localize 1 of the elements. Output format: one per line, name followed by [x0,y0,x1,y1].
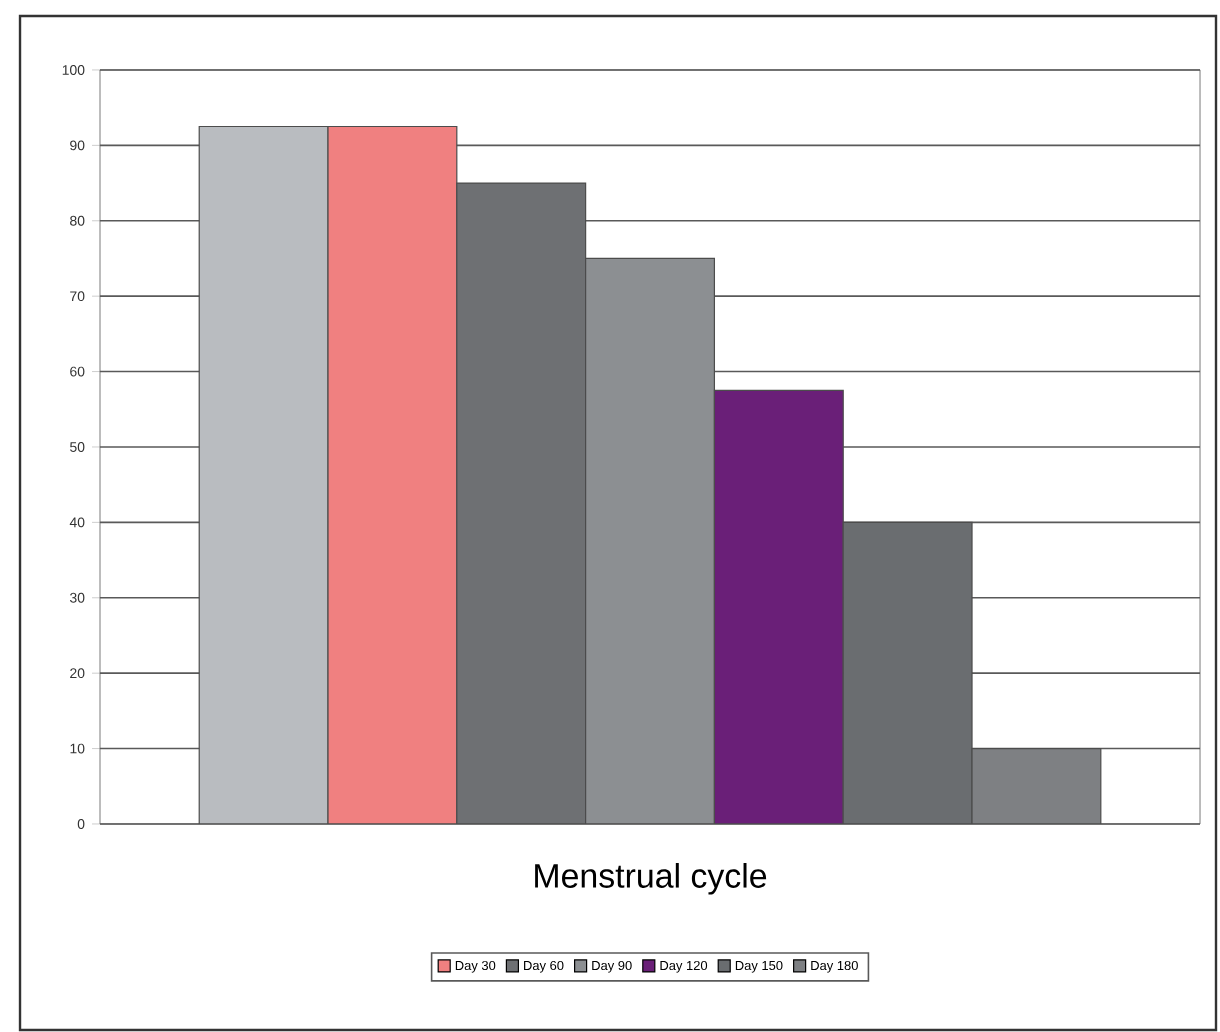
x-axis-title: Menstrual cycle [535,863,767,895]
